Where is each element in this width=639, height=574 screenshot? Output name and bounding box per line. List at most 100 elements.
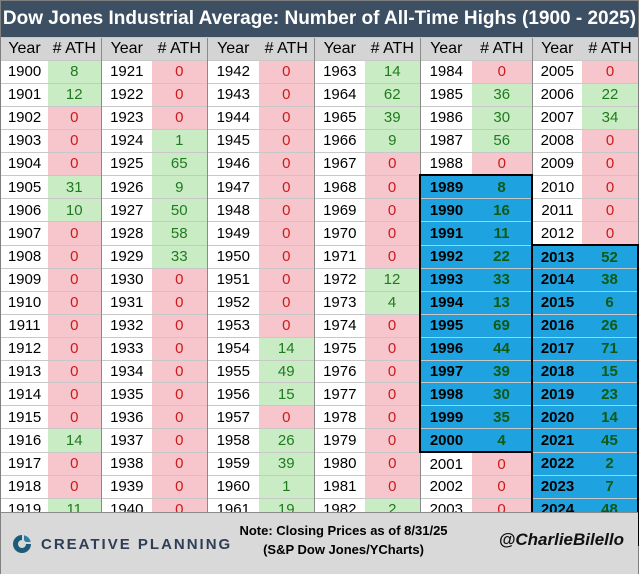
year-cell: 1951 — [206, 268, 259, 292]
ath-count-cell: 2 — [582, 451, 639, 476]
column-header-ath: # ATH — [152, 37, 207, 61]
ath-count-cell: 39 — [472, 359, 533, 383]
ath-count-cell: 14 — [48, 428, 101, 453]
year-cell: 1952 — [206, 290, 259, 315]
year-cell: 1953 — [206, 313, 259, 338]
ath-count-cell: 16 — [472, 198, 533, 222]
year-cell: 1972 — [313, 268, 365, 292]
ath-count-cell: 44 — [472, 336, 533, 361]
year-cell: 1995 — [419, 313, 472, 338]
year-cell: 1922 — [100, 82, 152, 107]
year-cell: 2018 — [531, 359, 582, 383]
year-cell: 2019 — [531, 382, 582, 406]
ath-count-cell: 0 — [48, 105, 101, 130]
ath-count-cell: 0 — [259, 151, 314, 176]
ath-count-cell: 0 — [365, 382, 420, 406]
column-header-ath: # ATH — [48, 37, 101, 61]
year-cell: 1924 — [100, 128, 152, 153]
table-row: 1900 8 1921 0 1942 0 1963 14 1984 0 2005 0 — [1, 60, 638, 84]
year-cell: 1902 — [1, 105, 48, 130]
ath-count-cell: 8 — [472, 174, 533, 199]
ath-count-cell: 0 — [152, 405, 207, 429]
ath-count-cell: 22 — [472, 244, 533, 269]
ath-count-cell: 0 — [48, 382, 101, 406]
year-cell: 2001 — [419, 451, 472, 476]
year-cell: 2006 — [531, 82, 582, 107]
ath-count-cell: 0 — [152, 82, 207, 107]
year-cell: 1939 — [100, 475, 152, 499]
ath-count-cell: 38 — [582, 268, 639, 292]
ath-count-cell: 4 — [365, 290, 420, 315]
ath-count-cell: 0 — [582, 128, 638, 153]
ath-count-cell: 0 — [259, 221, 314, 246]
ath-count-cell: 0 — [365, 313, 420, 338]
ath-count-cell: 8 — [48, 60, 101, 84]
ath-count-cell: 39 — [365, 105, 420, 130]
ath-count-cell: 0 — [48, 151, 101, 176]
year-cell: 1987 — [419, 128, 472, 153]
ath-count-cell: 0 — [365, 198, 420, 222]
year-cell: 1993 — [419, 268, 472, 292]
ath-count-cell: 0 — [259, 405, 314, 429]
ath-count-cell: 0 — [48, 336, 101, 361]
ath-count-cell: 0 — [259, 313, 314, 338]
ath-count-cell: 69 — [472, 313, 533, 338]
year-cell: 2016 — [531, 313, 582, 338]
year-cell: 1932 — [100, 313, 152, 338]
ath-count-cell: 0 — [582, 221, 638, 246]
ath-count-cell: 0 — [259, 82, 314, 107]
ath-count-cell: 14 — [259, 336, 314, 361]
brand-name: CREATIVE PLANNING — [41, 535, 233, 553]
year-cell: 1921 — [100, 60, 152, 84]
ath-count-cell: 0 — [365, 174, 420, 199]
year-cell: 1945 — [206, 128, 259, 153]
year-cell: 1984 — [419, 60, 472, 84]
year-cell: 1964 — [313, 82, 365, 107]
ath-count-cell: 33 — [152, 244, 207, 269]
year-cell: 1958 — [206, 428, 259, 453]
year-cell: 1950 — [206, 244, 259, 269]
table-row: 1902 0 1923 0 1944 0 1965 39 1986 30 2007 34 — [1, 105, 638, 130]
year-cell: 1968 — [313, 174, 365, 199]
ath-count-cell: 0 — [152, 313, 207, 338]
year-cell: 2008 — [531, 128, 582, 153]
ath-count-cell: 1 — [152, 128, 207, 153]
year-cell: 1967 — [313, 151, 365, 176]
year-cell: 1943 — [206, 82, 259, 107]
year-cell: 1913 — [1, 359, 48, 383]
column-header-year: Year — [313, 37, 365, 61]
year-cell: 1930 — [100, 268, 152, 292]
year-cell: 1974 — [313, 313, 365, 338]
year-cell: 2015 — [531, 290, 582, 315]
year-cell: 1901 — [1, 82, 48, 107]
ath-count-cell: 0 — [48, 475, 101, 499]
year-cell: 1973 — [313, 290, 365, 315]
ath-count-cell: 49 — [259, 359, 314, 383]
ath-count-cell: 26 — [582, 313, 639, 338]
year-cell: 1914 — [1, 382, 48, 406]
ath-count-cell: 0 — [365, 451, 420, 476]
table-row: 1910 0 1931 0 1952 0 1973 4 1994 13 2015 6 — [1, 290, 639, 315]
year-cell: 1918 — [1, 475, 48, 499]
ath-count-cell: 0 — [48, 244, 101, 269]
brand-logo: CREATIVE PLANNING — [11, 531, 232, 557]
chart-title: Dow Jones Industrial Average: Number of … — [1, 1, 638, 37]
year-cell: 1907 — [1, 221, 48, 246]
ath-count-cell: 9 — [152, 174, 207, 199]
ath-count-cell: 15 — [582, 359, 639, 383]
column-header-year: Year — [206, 37, 259, 61]
year-cell: 2012 — [531, 221, 582, 246]
ath-count-cell: 50 — [152, 198, 207, 222]
ath-count-cell: 7 — [582, 475, 639, 499]
header-row: Year # ATH Year # ATH Year # ATH Year # ATH Year… — [1, 37, 638, 61]
ath-count-cell: 0 — [48, 313, 101, 338]
ath-count-cell: 39 — [259, 451, 314, 476]
year-cell: 1944 — [206, 105, 259, 130]
table-row: 1908 0 1929 33 1950 0 1971 0 1992 22 2013 52 — [1, 244, 639, 269]
table-row: 1918 0 1939 0 1960 1 1981 0 2002 0 2023 7 — [1, 475, 639, 499]
ath-count-cell: 23 — [582, 382, 639, 406]
year-cell: 1991 — [419, 221, 472, 246]
year-cell: 1910 — [1, 290, 48, 315]
ath-count-cell: 0 — [365, 475, 420, 499]
ath-count-cell: 0 — [152, 475, 207, 499]
